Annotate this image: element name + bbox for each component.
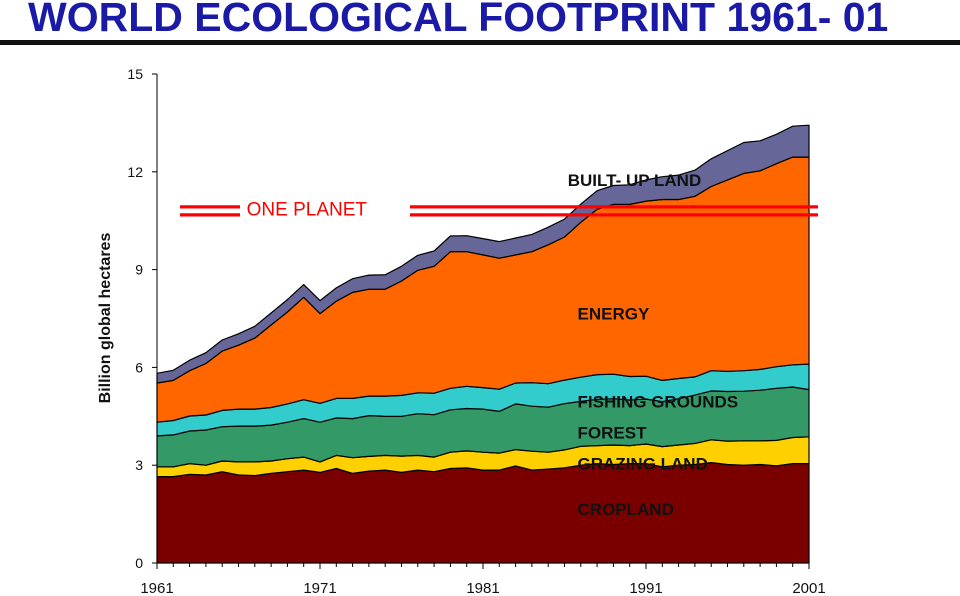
annotations: ONE PLANET BUILT- UP LAND ENERGY FISHING GR… [247,171,738,519]
area-cropland [156,462,810,564]
y-tick-label: 15 [127,66,143,82]
annotation-grazing-land: GRAZING LAND [578,455,708,474]
y-tick-label: 9 [135,262,143,278]
y-tick-label: 12 [127,164,143,180]
annotation-one-planet: ONE PLANET [247,199,368,220]
stacked-areas [156,124,810,564]
annotation-fishing-grounds: FISHING GROUNDS [578,393,739,412]
y-tick-label: 0 [135,555,143,571]
annotation-cropland: CROPLAND [578,500,674,519]
annotation-energy: ENERGY [578,305,650,324]
y-axis-label: Billion global hectares [97,233,114,404]
x-tick-label: 1981 [466,580,499,596]
title-underline [0,40,960,45]
annotation-built-up-land: BUILT- UP LAND [568,171,701,190]
x-tick-label: 2001 [792,580,825,596]
area-built-up-land [156,124,810,384]
axes: 0 3 6 9 12 15 1961 1971 1981 1991 2001 [127,66,825,596]
x-tick-label: 1991 [629,580,662,596]
annotation-forest: FOREST [578,424,648,443]
x-tick-label: 1961 [140,580,173,596]
x-tick-label: 1971 [303,580,336,596]
y-tick-label: 6 [135,359,143,375]
one-planet-reference-line [180,205,818,217]
chart-title: WORLD ECOLOGICAL FOOTPRINT 1961- 01 [28,0,889,40]
y-tick-label: 3 [135,457,143,473]
